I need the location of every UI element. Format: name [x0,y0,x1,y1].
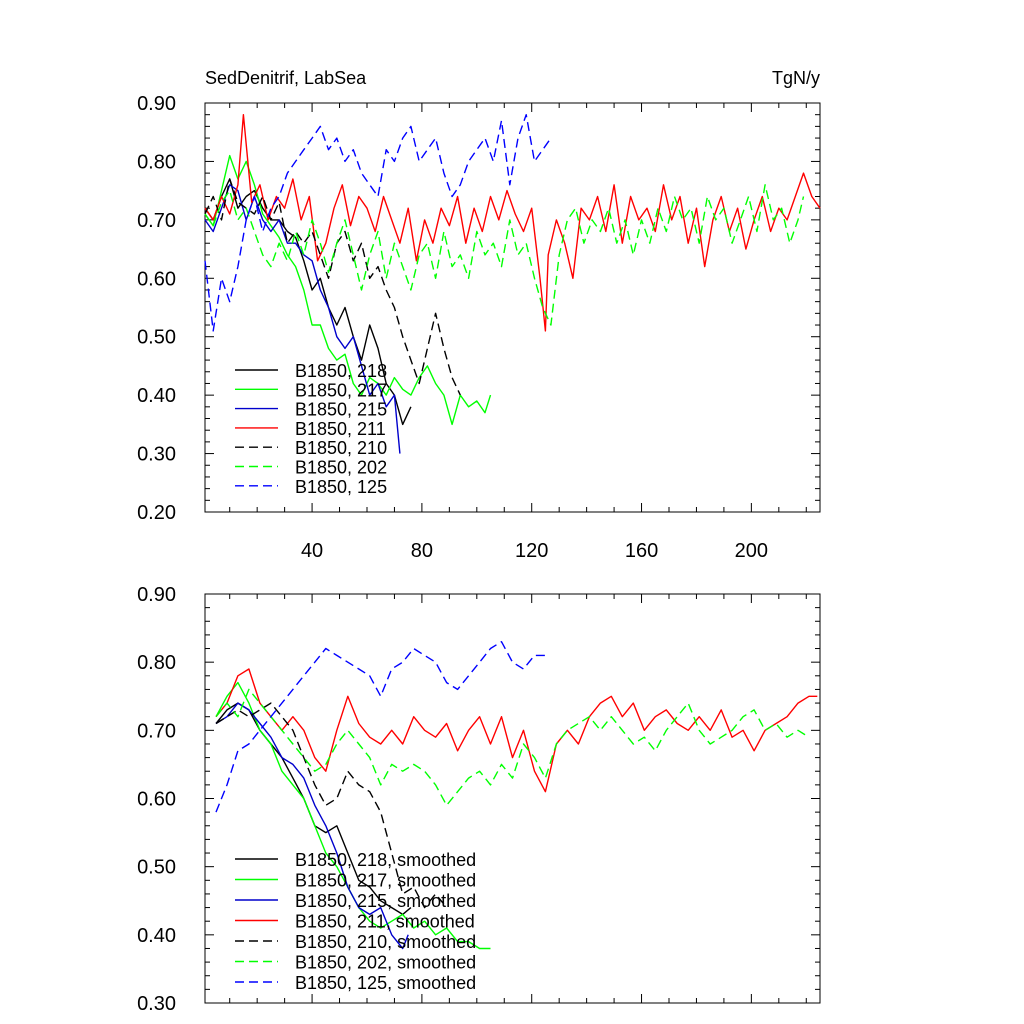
legend-label-3: B1850, 215, smoothed [295,891,476,911]
series-line-4 [215,668,818,793]
series-line-7 [215,641,546,813]
series-line-4 [204,113,821,332]
legend-label-6: B1850, 202, smoothed [295,953,476,973]
units-label: TgN/y [772,68,820,88]
y-tick-label: 0.20 [137,502,176,524]
legend-label-6: B1850, 202 [295,458,387,478]
series-line-5 [215,702,448,909]
plot-frame [204,102,821,513]
series-line-6 [204,184,805,326]
legend-label-7: B1850, 125 [295,477,387,497]
bottom-panel: 0.30 0.40 0.50 0.60 0.70 0.80 0.90 B1850, 218, … [137,584,821,1015]
y-tick-label: 0.90 [137,93,176,115]
y-tick-label: 0.70 [137,210,176,232]
legend-label-4: B1850, 211, smoothed [295,912,475,932]
y-tick-label: 0.30 [137,993,176,1015]
legend-label-5: B1850, 210 [295,438,387,458]
x-tick-label: 40 [301,540,323,562]
series-line-6 [215,688,810,806]
legend-label-5: B1850, 210, smoothed [295,932,476,952]
y-tick-label: 0.50 [137,857,176,879]
series-line-2 [204,154,492,426]
y-tick-label: 0.60 [137,789,176,811]
x-tick-label: 160 [625,540,658,562]
series-line-3 [204,184,401,454]
y-tick-label: 0.40 [137,925,176,947]
x-tick-label: 120 [515,540,548,562]
legend-label-2: B1850, 217 [295,380,387,400]
chart-title: SedDenitrif, LabSea [205,68,367,88]
y-tick-label: 0.80 [137,151,176,173]
y-tick-label: 0.70 [137,720,176,742]
legend-label-1: B1850, 218 [295,361,387,381]
y-tick-label: 0.80 [137,652,176,674]
x-tick-label: 200 [735,540,768,562]
x-tick-label: 80 [411,540,433,562]
series-line-3 [215,702,409,950]
top-panel: SedDenitrif, LabSea TgN/y 0.20 0.30 0.40 0.50… [137,68,821,562]
series-line-1 [204,178,412,426]
y-tick-label: 0.40 [137,385,176,407]
y-tick-label: 0.90 [137,584,176,606]
y-tick-label: 0.30 [137,444,176,466]
y-tick-label: 0.50 [137,327,176,349]
legend-label-3: B1850, 215 [295,400,387,420]
y-tick-label: 0.60 [137,268,176,290]
legend-label-4: B1850, 211 [295,419,386,439]
legend-label-1: B1850, 218, smoothed [295,850,476,870]
legend-label-7: B1850, 125, smoothed [295,973,476,993]
legend-label-2: B1850, 217, smoothed [295,871,476,891]
